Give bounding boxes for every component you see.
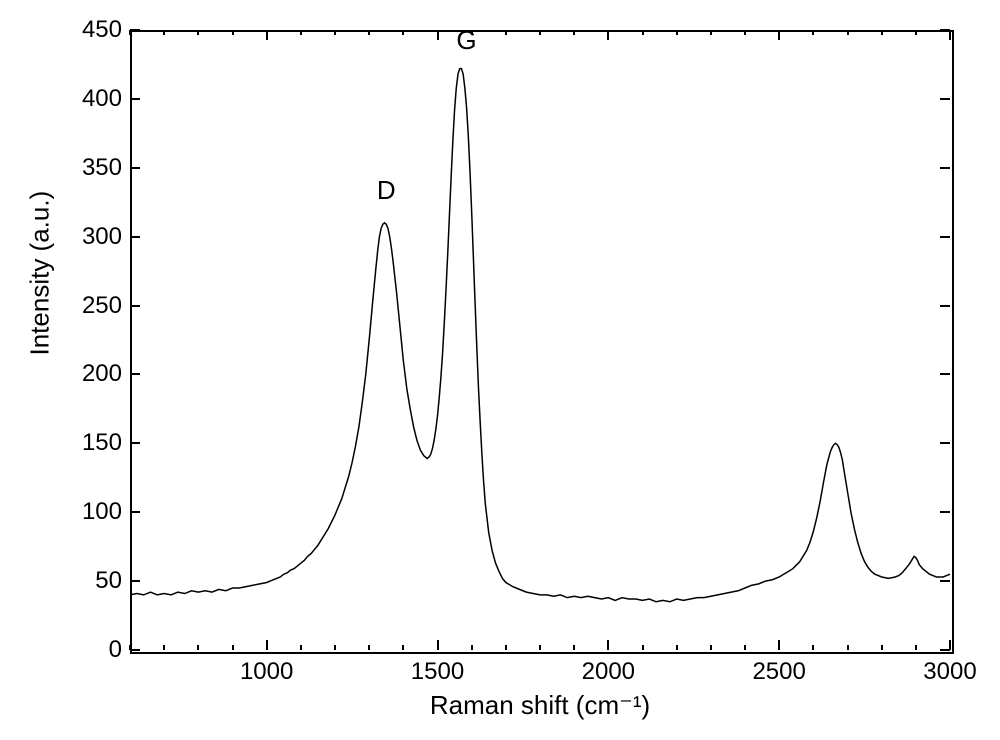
tick [642, 645, 644, 650]
tick [130, 305, 140, 307]
tick [402, 645, 404, 650]
tick [812, 30, 814, 35]
tick [130, 373, 140, 375]
y-axis-label: Intensity (a.u.) [25, 326, 56, 356]
tick [437, 640, 439, 650]
tick [778, 30, 780, 40]
tick [949, 640, 951, 650]
tick-label: 50 [66, 567, 122, 595]
tick [710, 645, 712, 650]
tick [940, 580, 950, 582]
tick [163, 645, 165, 650]
tick [881, 30, 883, 35]
tick [881, 645, 883, 650]
tick [232, 30, 234, 35]
tick [744, 30, 746, 35]
peak-label-g: G [452, 25, 482, 56]
tick-label: 250 [66, 292, 122, 320]
tick-label: 150 [66, 429, 122, 457]
tick [368, 30, 370, 35]
tick-label: 2000 [568, 658, 648, 686]
tick [129, 30, 131, 35]
tick [573, 645, 575, 650]
x-axis-label: Raman shift (cm⁻¹) [410, 690, 670, 721]
tick [300, 645, 302, 650]
tick [505, 30, 507, 35]
tick [940, 167, 950, 169]
tick [676, 645, 678, 650]
tick-label: 100 [66, 498, 122, 526]
tick-label: 200 [66, 360, 122, 388]
tick-label: 400 [66, 85, 122, 113]
tick [940, 442, 950, 444]
tick [334, 645, 336, 650]
tick [940, 236, 950, 238]
tick [915, 645, 917, 650]
tick-label: 1000 [227, 658, 307, 686]
tick-label: 1500 [398, 658, 478, 686]
tick [130, 236, 140, 238]
tick-label: 350 [66, 154, 122, 182]
tick [266, 640, 268, 650]
tick [471, 645, 473, 650]
tick [607, 640, 609, 650]
tick [607, 30, 609, 40]
tick [940, 305, 950, 307]
tick [812, 645, 814, 650]
tick [300, 30, 302, 35]
tick [197, 30, 199, 35]
peak-label-d: D [371, 175, 401, 206]
tick [505, 645, 507, 650]
tick [437, 30, 439, 40]
tick-label: 0 [66, 636, 122, 664]
tick [744, 645, 746, 650]
tick [130, 649, 140, 651]
tick [539, 645, 541, 650]
tick [676, 30, 678, 35]
tick [130, 442, 140, 444]
tick [368, 645, 370, 650]
tick [163, 30, 165, 35]
tick [130, 29, 140, 31]
tick [129, 645, 131, 650]
tick [940, 373, 950, 375]
spectrum-line [0, 0, 1000, 740]
tick [778, 640, 780, 650]
tick-label: 450 [66, 16, 122, 44]
tick [334, 30, 336, 35]
tick [573, 30, 575, 35]
tick [266, 30, 268, 40]
tick [130, 98, 140, 100]
tick [197, 645, 199, 650]
tick [130, 167, 140, 169]
tick-label: 2500 [739, 658, 819, 686]
tick [232, 645, 234, 650]
tick [130, 580, 140, 582]
tick [402, 30, 404, 35]
tick [949, 30, 951, 40]
raman-chart-container: Intensity (a.u.) Raman shift (cm⁻¹) 0 50 1… [0, 0, 1000, 740]
tick [130, 511, 140, 513]
tick [940, 98, 950, 100]
tick [915, 30, 917, 35]
tick [642, 30, 644, 35]
tick [539, 30, 541, 35]
tick-label: 300 [66, 223, 122, 251]
tick [710, 30, 712, 35]
tick [847, 30, 849, 35]
tick [847, 645, 849, 650]
tick [940, 511, 950, 513]
tick-label: 3000 [910, 658, 990, 686]
